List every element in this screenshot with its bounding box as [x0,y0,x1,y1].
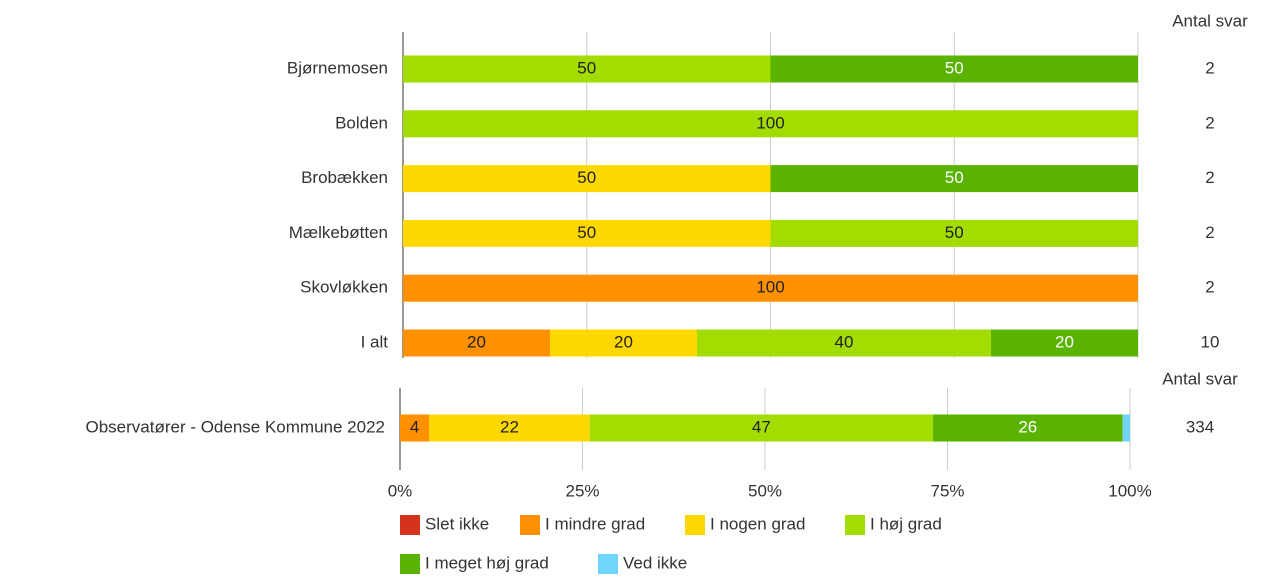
legend-label: Slet ikke [425,514,489,533]
value-label: 100 [756,113,784,132]
x-tick-label: 75% [930,481,964,500]
value-label: 50 [945,58,964,77]
category-label: Mælkebøtten [289,223,388,242]
bar-segment [1122,414,1130,442]
count: 10 [1201,332,1220,351]
count-header: Antal svar [1162,369,1238,388]
legend-label: I meget høj grad [425,553,549,572]
bar-segment [770,55,1138,83]
value-label: 50 [577,168,596,187]
value-label: 50 [945,168,964,187]
bar-segment [932,414,1123,442]
bar-segment [403,110,1138,138]
x-tick-label: 50% [748,481,782,500]
legend-swatch [400,554,420,574]
value-label: 100 [756,278,784,297]
value-label: 4 [410,417,419,436]
legend-label: Ved ikke [623,553,687,572]
value-label: 50 [577,223,596,242]
x-tick-label: 25% [565,481,599,500]
bar-segment [403,329,550,357]
category-label: Observatører - Odense Kommune 2022 [85,417,385,436]
value-label: 50 [577,58,596,77]
legend-swatch [400,515,420,535]
category-label: Skovløkken [300,278,388,297]
bar-segment [991,329,1138,357]
bar-segment [770,219,1138,247]
count: 2 [1205,278,1214,297]
legend-swatch [520,515,540,535]
legend-label: I høj grad [870,514,942,533]
legend-swatch [598,554,618,574]
bar-segment [589,414,933,442]
value-label: 22 [500,417,519,436]
legend-label: I mindre grad [545,514,645,533]
value-label: 26 [1018,417,1037,436]
value-label: 47 [752,417,771,436]
value-label: 20 [467,332,486,351]
x-tick-label: 0% [388,481,413,500]
category-label: Bolden [335,113,388,132]
value-label: 40 [835,332,854,351]
count-header: Antal svar [1172,11,1248,30]
bar-segment [550,329,697,357]
legend-swatch [845,515,865,535]
count: 2 [1205,223,1214,242]
count: 334 [1186,417,1214,436]
category-label: Brobækken [301,168,388,187]
bar-segment [403,165,771,193]
legend-label: I nogen grad [710,514,805,533]
count: 2 [1205,168,1214,187]
value-label: 20 [1055,332,1074,351]
x-tick-label: 100% [1108,481,1151,500]
bar-segment [403,55,771,83]
category-label: Bjørnemosen [287,58,388,77]
bar-segment [429,414,590,442]
value-label: 20 [614,332,633,351]
legend-swatch [685,515,705,535]
value-label: 50 [945,223,964,242]
bar-segment [400,414,430,442]
bar-segment [697,329,991,357]
count: 2 [1205,58,1214,77]
bar-segment [403,219,771,247]
category-label: I alt [361,332,389,351]
bar-segment [770,165,1138,193]
count: 2 [1205,113,1214,132]
bar-segment [403,274,1138,302]
